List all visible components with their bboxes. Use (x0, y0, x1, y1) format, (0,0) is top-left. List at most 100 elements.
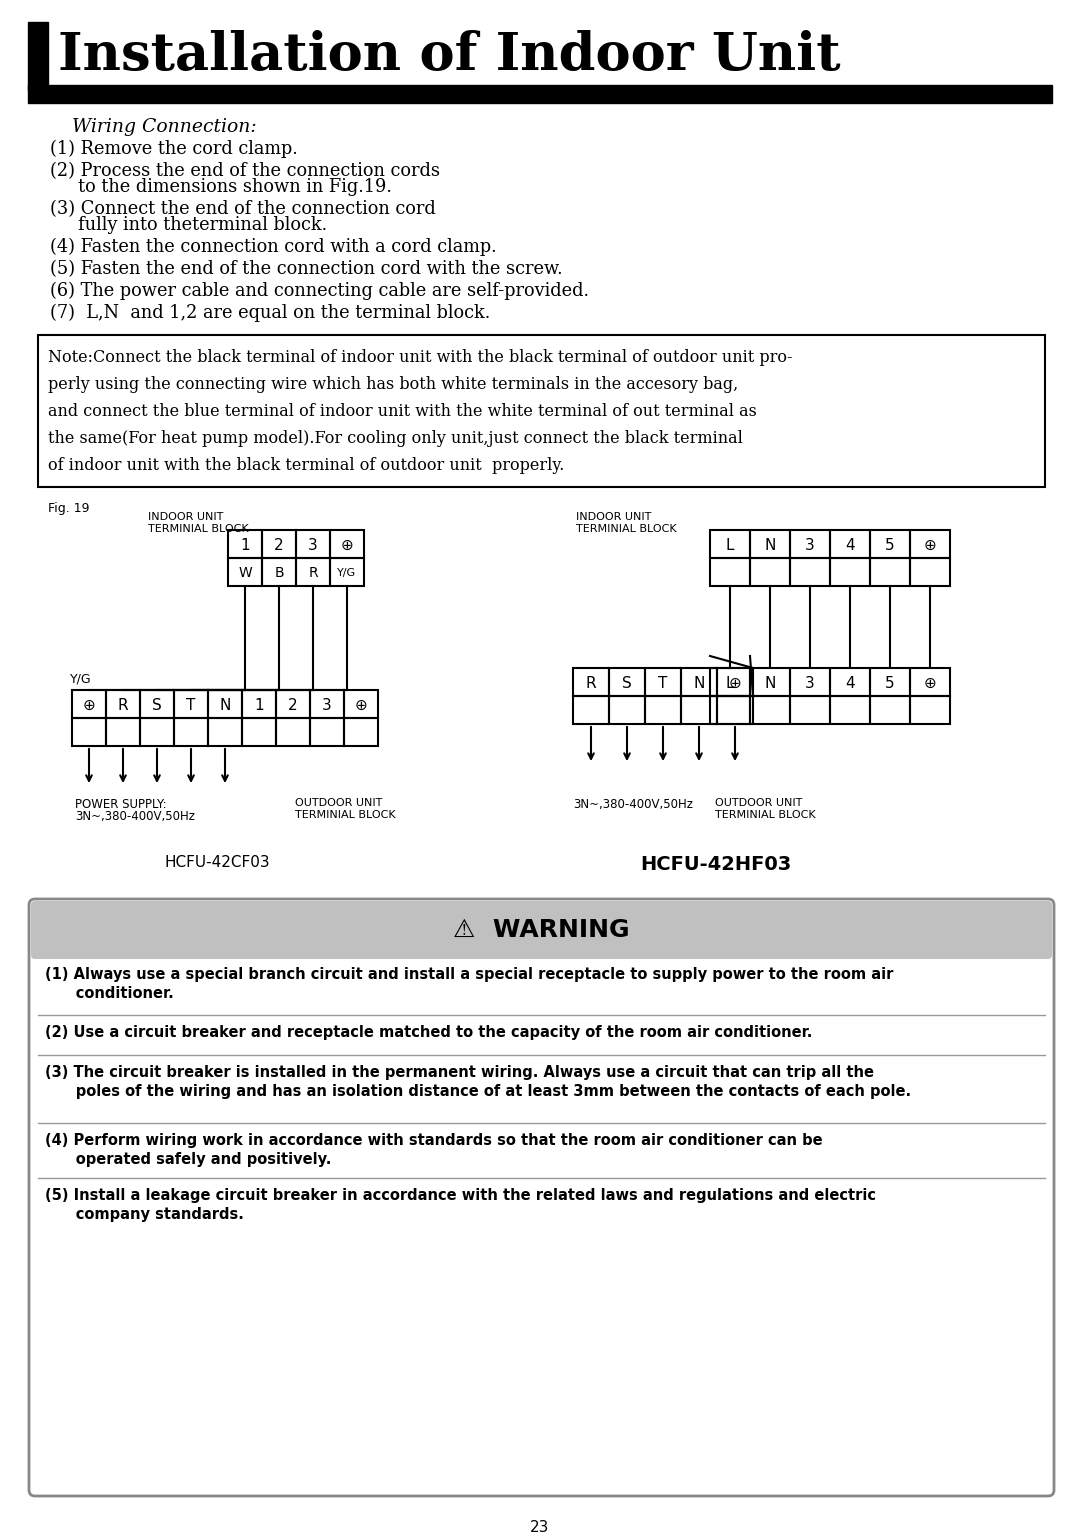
Text: Fig. 19: Fig. 19 (48, 502, 90, 516)
Text: INDOOR UNIT: INDOOR UNIT (148, 513, 224, 522)
Text: fully into theterminal block.: fully into theterminal block. (50, 216, 327, 233)
Text: 3: 3 (805, 537, 815, 553)
Text: TERMINIAL BLOCK: TERMINIAL BLOCK (295, 810, 395, 820)
Text: R: R (308, 566, 318, 580)
Bar (228, 530, 262, 559)
Bar (831, 530, 870, 559)
Bar (72, 718, 106, 746)
Text: ⊕: ⊕ (923, 537, 936, 553)
Text: 5: 5 (886, 537, 895, 553)
Text: ⚠  WARNING: ⚠ WARNING (454, 918, 630, 942)
Bar (750, 559, 789, 586)
Text: (6) The power cable and connecting cable are self-provided.: (6) The power cable and connecting cable… (50, 282, 589, 301)
Text: Wiring Connection:: Wiring Connection: (72, 118, 257, 137)
Bar (262, 530, 296, 559)
Text: N: N (765, 675, 775, 691)
Bar (140, 718, 174, 746)
Bar (609, 668, 645, 695)
Text: L: L (726, 537, 734, 553)
Bar (208, 691, 242, 718)
Text: 3: 3 (308, 537, 318, 553)
Text: Note:Connect the black terminal of indoor unit with the black terminal of outdoo: Note:Connect the black terminal of indoo… (48, 348, 793, 365)
Bar (208, 718, 242, 746)
Bar (262, 559, 296, 586)
Bar (174, 718, 208, 746)
Bar (72, 691, 106, 718)
Bar (789, 530, 831, 559)
Text: R: R (585, 675, 596, 691)
Bar (831, 695, 870, 725)
Text: (7)  L,N  and 1,2 are equal on the terminal block.: (7) L,N and 1,2 are equal on the termina… (50, 304, 490, 322)
Text: 3N~,380-400V,50Hz: 3N~,380-400V,50Hz (573, 798, 693, 810)
Text: S: S (622, 675, 632, 691)
Bar (910, 559, 950, 586)
Text: 2: 2 (288, 697, 298, 712)
Bar (330, 559, 364, 586)
Text: company standards.: company standards. (45, 1207, 244, 1222)
Text: of indoor unit with the black terminal of outdoor unit  properly.: of indoor unit with the black terminal o… (48, 457, 565, 474)
Text: W: W (238, 566, 252, 580)
Bar (330, 530, 364, 559)
Bar (681, 668, 717, 695)
Text: TERMINIAL BLOCK: TERMINIAL BLOCK (715, 810, 815, 820)
Text: the same(For heat pump model).For cooling only unit,just connect the black termi: the same(For heat pump model).For coolin… (48, 430, 743, 447)
Text: TERMINIAL BLOCK: TERMINIAL BLOCK (576, 523, 677, 534)
Text: HCFU-42CF03: HCFU-42CF03 (165, 855, 271, 870)
Bar (645, 668, 681, 695)
Text: 1: 1 (240, 537, 249, 553)
Text: 3: 3 (805, 675, 815, 691)
Text: conditioner.: conditioner. (45, 985, 174, 1001)
Text: OUTDOOR UNIT: OUTDOOR UNIT (715, 798, 802, 807)
Text: INDOOR UNIT: INDOOR UNIT (576, 513, 651, 522)
Text: and connect the blue terminal of indoor unit with the white terminal of out term: and connect the blue terminal of indoor … (48, 404, 757, 421)
Bar (717, 695, 753, 725)
Bar (910, 695, 950, 725)
Bar (345, 718, 378, 746)
Text: poles of the wiring and has an isolation distance of at least 3mm between the co: poles of the wiring and has an isolation… (45, 1084, 912, 1099)
Bar (717, 668, 753, 695)
Text: ⊕: ⊕ (83, 697, 95, 712)
Text: HCFU-42HF03: HCFU-42HF03 (640, 855, 792, 873)
Bar (710, 695, 750, 725)
Bar (789, 668, 831, 695)
Text: (4) Fasten the connection cord with a cord clamp.: (4) Fasten the connection cord with a co… (50, 238, 497, 256)
Text: 2: 2 (274, 537, 284, 553)
Bar (573, 668, 609, 695)
Text: 4: 4 (846, 537, 854, 553)
Text: (2) Use a circuit breaker and receptacle matched to the capacity of the room air: (2) Use a circuit breaker and receptacle… (45, 1025, 812, 1041)
Bar (28, 84, 1052, 103)
Bar (750, 695, 789, 725)
Bar (789, 559, 831, 586)
Bar (750, 530, 789, 559)
Text: (1) Remove the cord clamp.: (1) Remove the cord clamp. (50, 140, 298, 158)
Text: (1) Always use a special branch circuit and install a special receptacle to supp: (1) Always use a special branch circuit … (45, 967, 893, 982)
Text: ⊕: ⊕ (729, 675, 741, 691)
Bar (750, 668, 789, 695)
Bar (28, 21, 48, 91)
Text: 1: 1 (254, 697, 264, 712)
Bar (242, 691, 276, 718)
Bar (276, 718, 310, 746)
Bar (710, 668, 750, 695)
Text: 5: 5 (886, 675, 895, 691)
Text: 23: 23 (530, 1520, 550, 1535)
Text: 4: 4 (846, 675, 854, 691)
Bar (710, 530, 750, 559)
FancyBboxPatch shape (29, 900, 1054, 1497)
Bar (310, 718, 345, 746)
Bar (831, 668, 870, 695)
Text: S: S (152, 697, 162, 712)
Text: ⊕: ⊕ (340, 537, 353, 553)
Bar (345, 691, 378, 718)
Bar (710, 559, 750, 586)
Bar (140, 691, 174, 718)
Text: N: N (693, 675, 704, 691)
Bar (831, 559, 870, 586)
Bar (870, 668, 910, 695)
Bar (645, 695, 681, 725)
Text: Y/G: Y/G (337, 568, 356, 579)
Text: T: T (659, 675, 667, 691)
Text: operated safely and positively.: operated safely and positively. (45, 1151, 332, 1167)
Bar (38, 335, 1045, 487)
Bar (870, 530, 910, 559)
